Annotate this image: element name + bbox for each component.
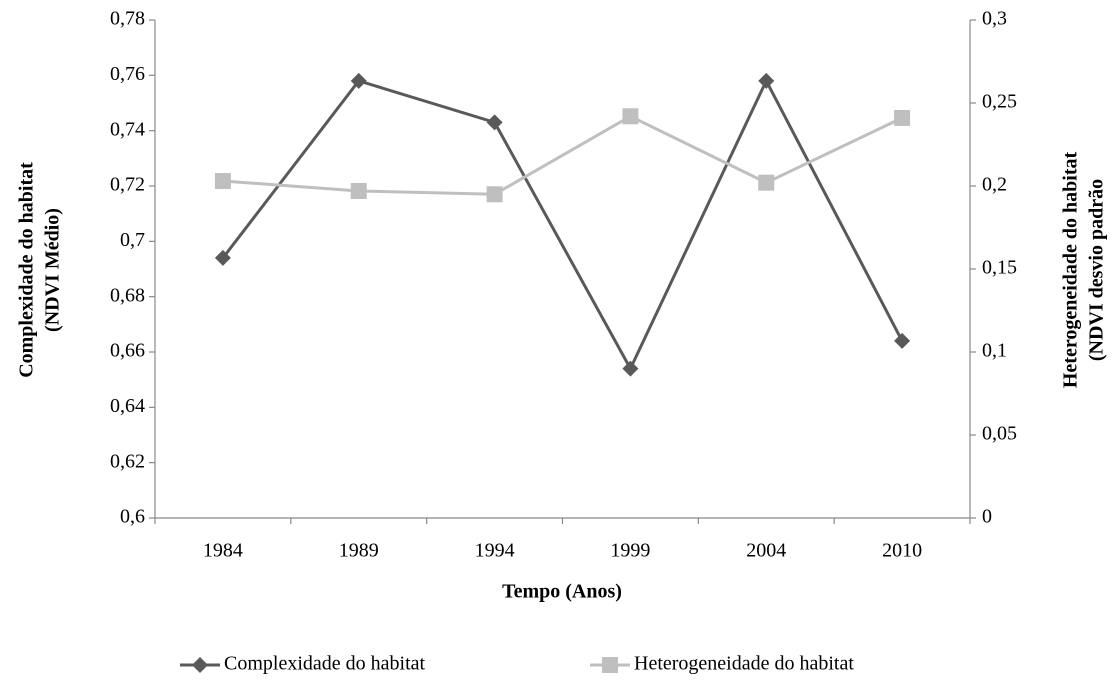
x-tick-label: 1999 [610, 540, 650, 562]
y2-tick-label: 0,2 [982, 174, 1007, 196]
y-tick-label: 0,78 [110, 8, 145, 30]
legend-label: Complexidade do habitat [224, 653, 426, 675]
y-tick-label: 0,64 [110, 395, 145, 417]
data-point [622, 108, 639, 125]
x-axis-title: Tempo (Anos) [502, 581, 622, 603]
data-point [758, 72, 775, 89]
y2-tick-label: 0,25 [982, 91, 1017, 113]
y-tick-label: 0,66 [110, 340, 145, 362]
legend-marker [602, 657, 618, 673]
y2-axis-title: Heterogeneidade do habitat [1060, 152, 1082, 389]
y2-tick-label: 0,3 [982, 8, 1007, 30]
series-line [222, 114, 903, 196]
y-tick-label: 0,62 [110, 450, 145, 472]
y-tick-label: 0,6 [120, 506, 145, 528]
y-tick-label: 0,7 [120, 229, 145, 251]
data-point [758, 174, 775, 191]
y2-tick-label: 0 [982, 506, 992, 528]
data-point [486, 186, 503, 203]
data-point [350, 72, 367, 89]
legend-label: Heterogeneidade do habitat [634, 653, 854, 675]
data-point [894, 332, 911, 349]
data-point [350, 182, 367, 199]
series-line [221, 77, 904, 372]
x-tick-label: 2010 [882, 540, 922, 562]
y-tick-label: 0,76 [110, 63, 145, 85]
y-axis-title: Complexidade do habitat [16, 162, 38, 378]
y2-tick-label: 0,15 [982, 257, 1017, 279]
data-point [486, 114, 503, 131]
data-point [214, 249, 231, 266]
data-point [622, 360, 639, 377]
data-point [214, 173, 231, 190]
x-tick-label: 2004 [746, 540, 786, 562]
y2-tick-label: 0,05 [982, 423, 1017, 445]
y-tick-label: 0,68 [110, 284, 145, 306]
y2-tick-label: 0,1 [982, 340, 1007, 362]
y2-axis-title: (NDVI desvio padrão [1086, 179, 1108, 361]
legend-marker [192, 657, 208, 673]
x-tick-label: 1984 [203, 540, 243, 562]
y-tick-label: 0,74 [110, 118, 145, 140]
data-point [894, 109, 911, 126]
y-tick-label: 0,72 [110, 174, 145, 196]
x-tick-label: 1989 [339, 540, 379, 562]
y-axis-title: (NDVI Médio) [42, 208, 64, 332]
x-tick-label: 1994 [475, 540, 515, 562]
